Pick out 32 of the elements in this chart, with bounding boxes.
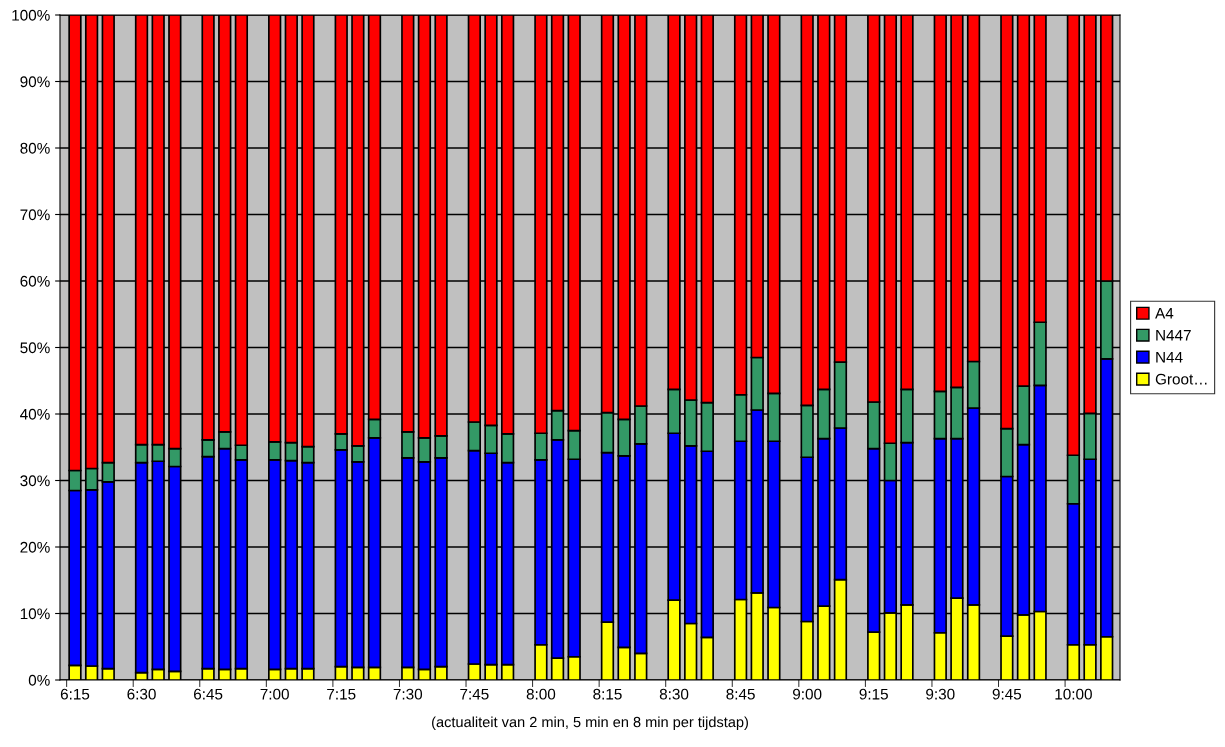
y-tick-label: 90%	[20, 76, 50, 88]
x-tick-label: 8:30	[659, 688, 689, 700]
x-tick-label: 6:15	[60, 688, 90, 700]
y-tick-label: 10%	[20, 608, 50, 620]
x-tick-label: 9:45	[992, 688, 1022, 700]
legend-label: A4	[1155, 308, 1174, 319]
x-tick-label: 7:30	[393, 688, 423, 700]
x-tick-label: 7:45	[460, 688, 489, 700]
y-tick-label: 70%	[20, 209, 50, 221]
x-tick-label: 9:30	[926, 688, 955, 700]
x-tick-label: 6:45	[194, 688, 223, 700]
legend-label: N447	[1156, 330, 1191, 341]
legend-label: Groot…	[1155, 373, 1207, 385]
y-tick-label: 60%	[20, 275, 50, 287]
y-tick-label: 40%	[20, 408, 50, 420]
x-tick-label: 8:45	[726, 688, 755, 700]
x-tick-label: 7:15	[327, 688, 356, 700]
x-tick-label: 8:15	[593, 688, 622, 700]
y-tick-label: 0%	[28, 674, 50, 686]
x-tick-label: 9:15	[859, 688, 888, 700]
x-tick-label: 6:30	[127, 688, 156, 700]
y-tick-label: 30%	[20, 475, 50, 487]
x-tick-label: 9:00	[793, 688, 822, 700]
y-tick-label: 100%	[12, 9, 50, 21]
y-tick-label: 50%	[20, 342, 50, 354]
legend-label: N44	[1156, 351, 1183, 363]
x-axis-title: (actualiteit van 2 min, 5 min en 8 min per tijdstap)	[432, 716, 748, 731]
x-tick-label: 7:00	[260, 688, 289, 700]
y-tick-label: 80%	[20, 142, 50, 154]
x-tick-label: 8:00	[526, 688, 556, 700]
y-tick-label: 20%	[20, 541, 50, 553]
x-tick-label: 10:00	[1055, 688, 1092, 700]
